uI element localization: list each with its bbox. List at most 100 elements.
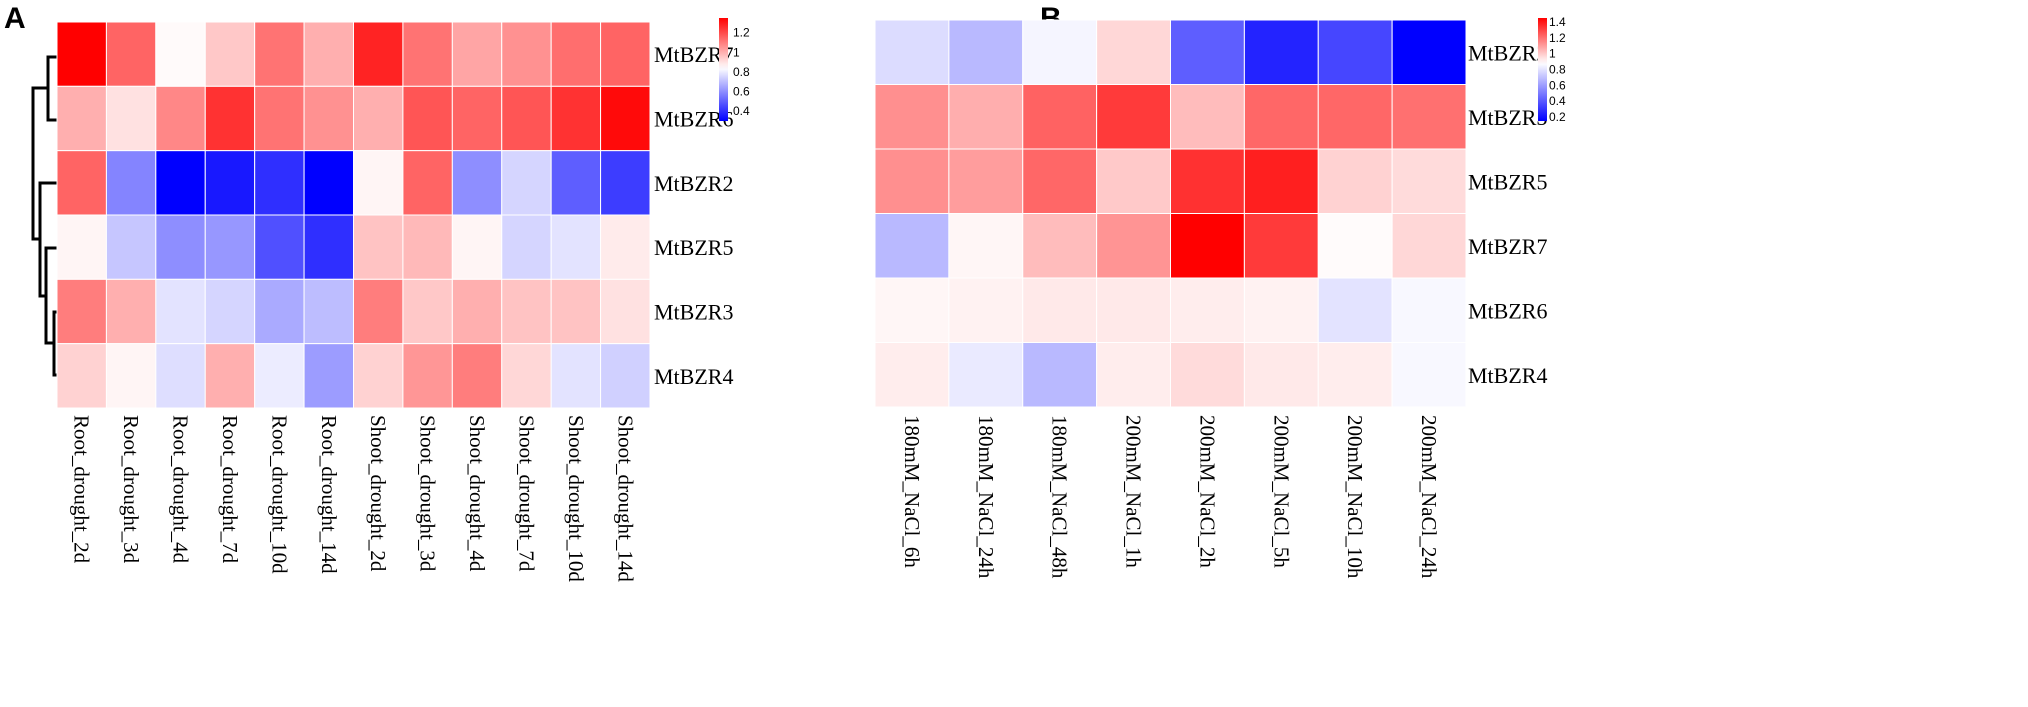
legend-tick-label: 0.8 [733,65,750,79]
heatmap-cell [1391,84,1467,150]
legend-tick-label: 0.4 [733,104,750,118]
heatmap-cell [501,85,552,152]
heatmap-cell [155,85,206,152]
color-legend-a: 1.2 1 0.8 0.6 0.4 [719,18,750,121]
row-label: MtBZR4 [1468,363,1547,388]
legend-tick-label: 0.6 [733,85,750,99]
heatmap-cell [1243,213,1319,279]
heatmap-cell [451,214,503,280]
row-label: MtBZR3 [1468,105,1547,130]
column-label: 200mM_NaCl_1h [1122,415,1146,568]
heatmap-cell [1096,19,1172,85]
row-labels-b: MtBZR2 MtBZR3 MtBZR5 MtBZR7 MtBZR6 MtBZR4 [1468,40,1547,388]
heatmap-cell [874,84,950,150]
heatmap-cell [402,343,453,409]
column-label: 200mM_NaCl_24h [1417,415,1441,579]
heatmap-cell [550,214,602,280]
heatmap-cell [874,213,950,279]
heatmap-cell [204,150,256,216]
legend-tick-label: 1.2 [1549,31,1566,45]
heatmap-cell [1317,342,1393,408]
heatmap-cell [303,85,354,152]
heatmap-cell [948,213,1024,279]
heatmap-cell [1391,19,1467,85]
heatmap-cell [451,21,503,87]
heatmap-cell [948,19,1024,85]
column-label: Root_drought_2d [70,415,94,564]
heatmap-cell [948,148,1024,214]
column-label: Shoot_drought_2d [366,415,390,572]
heatmap-cell [600,343,651,409]
row-label: MtBZR2 [654,171,733,196]
column-label: 200mM_NaCl_2h [1195,415,1219,568]
heatmap-cell [1317,84,1393,150]
heatmap-cell [353,343,404,409]
heatmap-cell [501,21,552,87]
heatmap-cell [1022,148,1098,214]
heatmap-cell [1243,277,1319,343]
heatmap-cell [353,21,404,87]
heatmap-cell [1022,213,1098,279]
heatmap-cell [1170,342,1245,408]
heatmap-cell [1170,19,1245,85]
heatmap-cell [155,150,206,216]
heatmap-cell [451,343,503,409]
heatmap-cell [254,214,305,280]
legend-tick-label: 1.2 [733,26,750,40]
color-legend-bar [1538,18,1547,121]
row-label: MtBZR5 [1468,169,1547,194]
heatmap-cell [1243,148,1319,214]
heatmap-cell [501,343,552,409]
heatmap-cell [1317,19,1393,85]
heatmap-cell [353,214,404,280]
heatmap-cell [1170,84,1245,150]
heatmap-cell [1170,277,1245,343]
heatmap-cell [1096,213,1172,279]
heatmap-cell [56,278,107,345]
heatmap-cell [155,343,206,409]
heatmap-cell [56,150,107,216]
column-label: Root_drought_14d [317,415,341,574]
column-label: Shoot_drought_10d [564,415,588,582]
heatmap-cell [550,85,602,152]
heatmap-cell [353,85,404,152]
heatmap-cell [874,148,950,214]
heatmap-cell [402,278,453,345]
heatmap-cell [1317,277,1393,343]
column-label: Root_drought_4d [169,415,193,564]
legend-tick-label: 0.2 [1549,110,1566,124]
heatmap-cell [204,214,256,280]
row-label: MtBZR4 [654,364,733,389]
column-label: Shoot_drought_3d [416,415,440,572]
heatmap-cell [1170,148,1245,214]
heatmap-cell [550,21,602,87]
heatmap-cell [204,343,256,409]
legend-tick-label: 0.4 [1549,94,1566,108]
heatmap-cell [402,214,453,280]
heatmap-cell [105,214,157,280]
heatmap-cell [56,343,107,409]
row-label: MtBZR6 [1468,298,1547,323]
row-label: MtBZR2 [1468,40,1547,65]
heatmap-cell [105,21,157,87]
dendrogram-a [31,55,59,377]
heatmap-cell [451,150,503,216]
row-label: MtBZR3 [654,300,733,325]
heatmap-cell [204,278,256,345]
heatmap-cell [1022,19,1098,85]
heatmap-cell [155,278,206,345]
column-label: 180mM_NaCl_6h [900,415,924,568]
column-labels-a: Root_drought_2d Root_drought_3d Root_droug… [70,415,638,582]
legend-tick-label: 1.4 [1549,15,1566,29]
heatmap-cell [402,150,453,216]
heatmap-cell [204,21,256,87]
heatmap-cell [1096,84,1172,150]
heatmap-cell [105,278,157,345]
column-label: 200mM_NaCl_5h [1269,415,1293,568]
legend-tick-label: 0.6 [1549,78,1566,92]
heatmap-cell [1243,19,1319,85]
heatmap-cell [402,21,453,87]
